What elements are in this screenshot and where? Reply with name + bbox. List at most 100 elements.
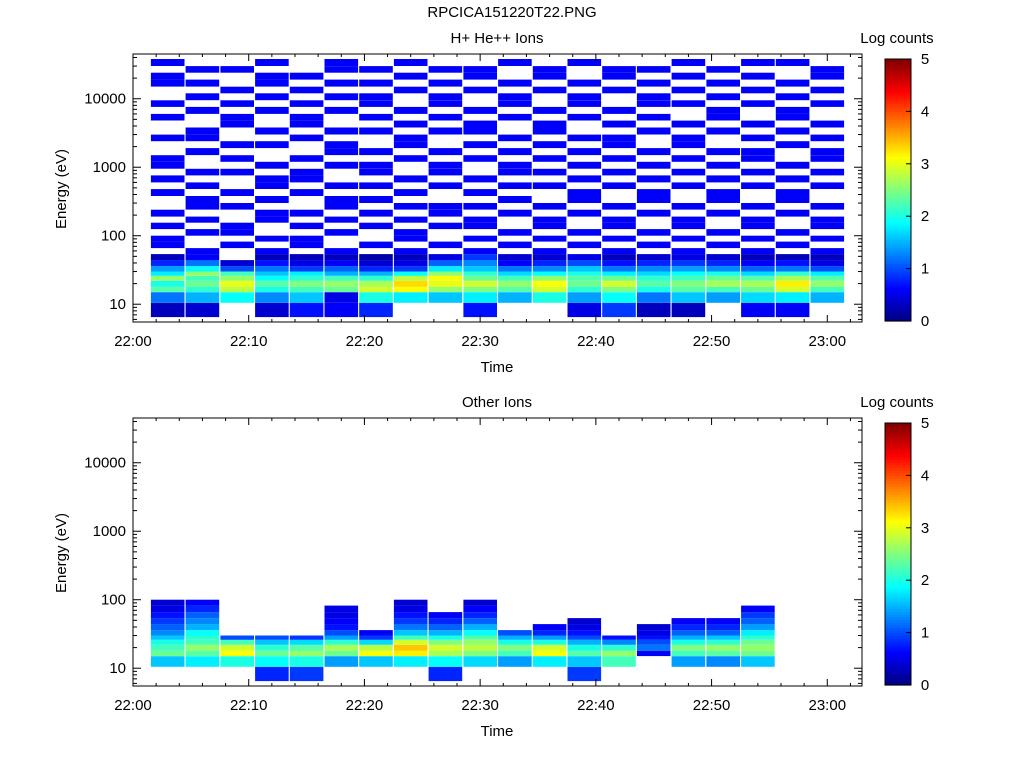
heatmap-cell (706, 241, 740, 249)
heatmap-cell (289, 644, 324, 651)
heatmap-cell (150, 266, 185, 272)
heatmap-cell (428, 635, 463, 640)
heatmap-cell (324, 93, 359, 101)
colorbar-segment (885, 72, 911, 76)
heatmap-cell (150, 618, 185, 625)
heatmap-cell (324, 635, 359, 640)
heatmap-cell (289, 260, 324, 267)
heatmap-cell (602, 271, 636, 276)
colorbar-segment (885, 679, 911, 683)
heatmap-cell (255, 271, 289, 276)
colorbar-segment (885, 289, 911, 293)
heatmap-cell (741, 203, 775, 210)
heatmap-cell (289, 113, 324, 121)
colorbar-segment (885, 310, 911, 314)
heatmap-cell (602, 644, 636, 651)
heatmap-cell (255, 292, 289, 303)
colorbar-segment (885, 208, 911, 212)
heatmap-cell (220, 286, 254, 293)
heatmap-cell (810, 286, 845, 293)
heatmap-cell (775, 271, 810, 276)
colorbar-segment (885, 250, 911, 254)
heatmap-cell (741, 72, 775, 80)
x-tick-label: 22:40 (577, 697, 615, 714)
heatmap-cell (706, 175, 740, 183)
heatmap-cell (567, 650, 602, 657)
heatmap-cell (150, 275, 185, 281)
x-tick-label: 22:30 (461, 333, 499, 350)
heatmap-cell (602, 134, 636, 142)
heatmap-cell (393, 260, 428, 267)
heatmap-cell (255, 161, 289, 169)
heatmap-cell (185, 292, 220, 303)
heatmap-cell (185, 127, 220, 135)
heatmap-cell (255, 639, 289, 645)
heatmap-cell (602, 254, 636, 261)
heatmap-cell (428, 222, 463, 230)
colorbar-segment (885, 535, 911, 539)
heatmap-cell (428, 266, 463, 272)
colorbar-label: Log counts (860, 394, 933, 411)
colorbar-segment (885, 245, 911, 249)
heatmap-cell (428, 275, 463, 281)
heatmap-cell (741, 302, 775, 318)
heatmap-cell (706, 275, 740, 281)
colorbar-segment (885, 169, 911, 173)
heatmap-cell (150, 72, 185, 80)
heatmap-cell (671, 216, 706, 223)
heatmap-cell (359, 182, 393, 189)
colorbar-segment (885, 616, 911, 621)
heatmap-cell (532, 216, 567, 223)
colorbar-segment (885, 475, 911, 479)
colorbar-segment (885, 205, 911, 209)
heatmap-cell (150, 644, 185, 651)
y-tick-label: 10 (109, 296, 126, 313)
heatmap-cell (636, 161, 671, 169)
heatmap-cell (810, 266, 845, 272)
heatmap-cell (498, 266, 532, 272)
heatmap-cell (706, 229, 740, 236)
heatmap-cell (636, 254, 671, 261)
heatmap-cell (324, 292, 359, 303)
heatmap-cell (220, 113, 254, 121)
panel-title: Other Ions (462, 394, 532, 411)
colorbar-segment (885, 470, 911, 474)
colorbar-segment (885, 554, 911, 558)
heatmap-cell (532, 155, 567, 162)
heatmap-cell (150, 59, 185, 66)
heatmap-cell (324, 644, 359, 651)
heatmap-cell (428, 113, 463, 121)
heatmap-cell (498, 635, 532, 640)
colorbar-segment (885, 200, 911, 204)
heatmap-cell (463, 66, 497, 73)
heatmap-cell (498, 644, 532, 651)
heatmap-cell (810, 275, 845, 281)
heatmap-cell (636, 292, 671, 303)
colorbar-segment (885, 224, 911, 228)
heatmap-cell (567, 618, 602, 625)
heatmap-cell (393, 635, 428, 640)
heatmap-cell (775, 302, 810, 318)
heatmap-cell (602, 656, 636, 667)
heatmap-cell (463, 292, 497, 303)
heatmap-cell (498, 59, 532, 66)
colorbar-segment (885, 629, 911, 634)
heatmap-cell (532, 106, 567, 114)
heatmap-cell (150, 599, 185, 606)
heatmap-cell (567, 113, 602, 121)
colorbar-segment (885, 637, 911, 642)
heatmap-cell (393, 189, 428, 196)
colorbar-segment (885, 522, 911, 526)
heatmap-cell (463, 271, 497, 276)
heatmap-cell (671, 292, 706, 303)
heatmap-cell (220, 168, 254, 176)
heatmap-cell (185, 599, 220, 606)
heatmap-cell (289, 134, 324, 142)
heatmap-cell (220, 260, 254, 267)
heatmap-cell (289, 271, 324, 276)
heatmap-cell (810, 222, 845, 230)
heatmap-cell (567, 635, 602, 640)
colorbar-tick-label: 4 (921, 467, 929, 484)
colorbar-segment (885, 263, 911, 267)
heatmap-cell (463, 624, 497, 631)
